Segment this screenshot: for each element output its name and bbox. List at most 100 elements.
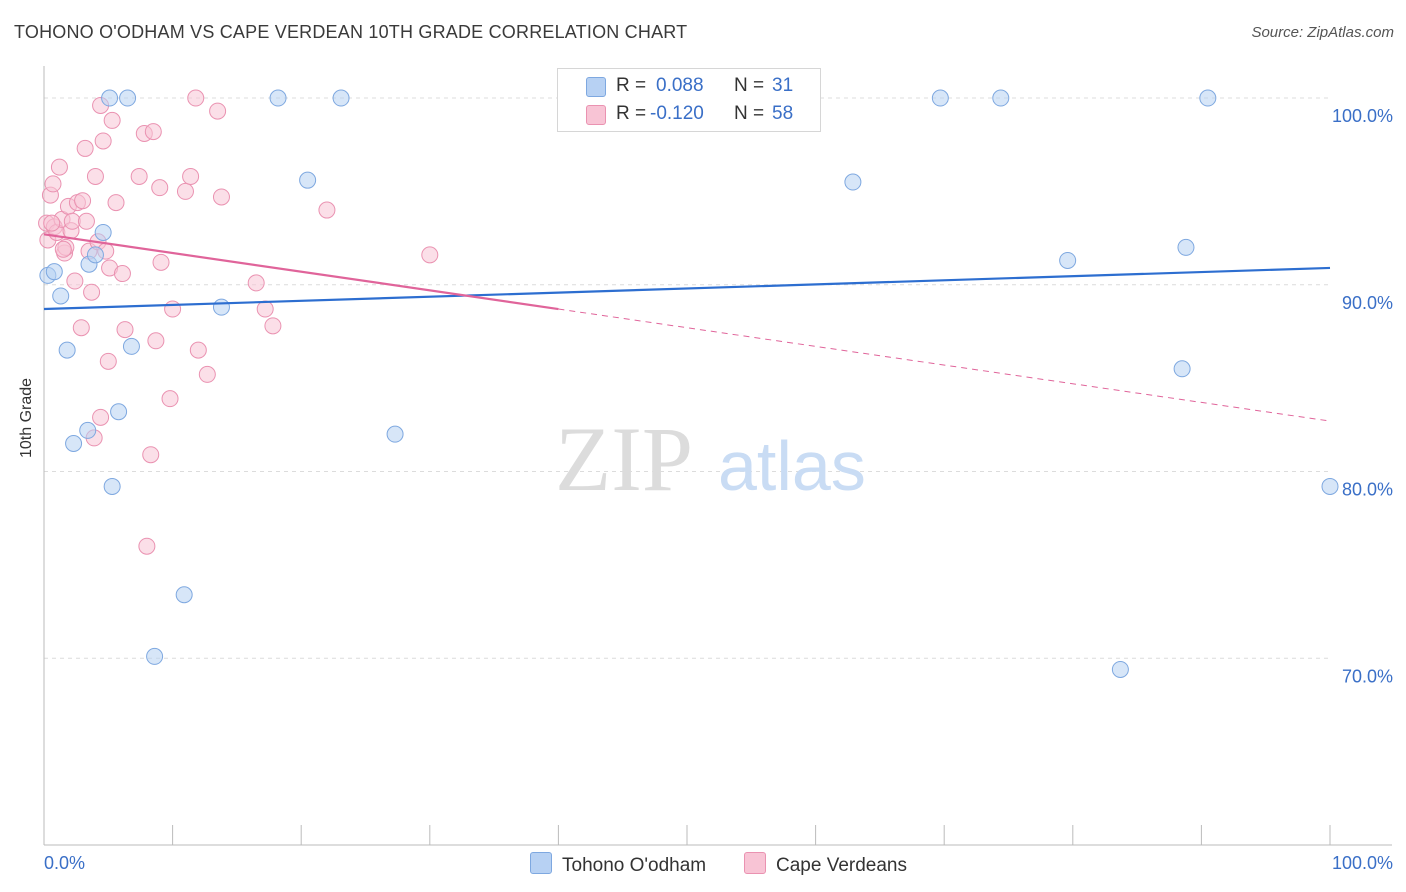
tohono-point bbox=[122, 337, 140, 355]
cape-verdean-point bbox=[66, 272, 84, 290]
tohono-point bbox=[103, 477, 121, 495]
cape-verdean-point bbox=[189, 341, 207, 359]
tohono-point bbox=[94, 223, 112, 241]
tohono-point bbox=[45, 263, 63, 281]
tohono-point bbox=[269, 89, 287, 107]
cape-verdean-point bbox=[83, 283, 101, 301]
legend-n-value: 58 bbox=[772, 103, 794, 124]
series-legend: Tohono O'odham Cape Verdeans bbox=[0, 850, 1406, 880]
cape-verdean-point bbox=[198, 365, 216, 383]
y-tick-label: 70.0% bbox=[1342, 666, 1393, 686]
tohono-point bbox=[386, 425, 404, 443]
cape-verdean-point bbox=[76, 139, 94, 157]
cape-verdean-point bbox=[176, 182, 194, 200]
tohono-point bbox=[844, 173, 862, 191]
cape-verdean-point bbox=[63, 212, 81, 230]
tohono-point bbox=[212, 298, 230, 316]
cape-verdean-point bbox=[421, 246, 439, 264]
cape-verdean-point bbox=[107, 194, 125, 212]
y-tick-label: 100.0% bbox=[1332, 106, 1393, 126]
tohono-point bbox=[79, 421, 97, 439]
tohono-point bbox=[1173, 360, 1191, 378]
series-tohono-points bbox=[39, 89, 1339, 678]
legend-item-tohono[interactable]: Tohono O'odham bbox=[530, 852, 706, 877]
source-label: Source: ZipAtlas.com bbox=[1251, 24, 1394, 41]
tohono-point bbox=[1199, 89, 1217, 107]
legend-n-label: N = bbox=[734, 103, 765, 124]
tohono-point bbox=[146, 647, 164, 665]
tohono-point bbox=[931, 89, 949, 107]
legend-n-value: 31 bbox=[772, 75, 794, 96]
x-tick-label: 100.0% bbox=[1332, 853, 1393, 873]
cape-verdean-point bbox=[43, 214, 61, 232]
watermark-atlas: atlas bbox=[718, 427, 866, 505]
cape-verdean-point bbox=[44, 175, 62, 193]
cape-verdean-point bbox=[318, 201, 336, 219]
tohono-point bbox=[119, 89, 137, 107]
tohono-trend-line bbox=[43, 266, 1331, 311]
legend-item-cape-verdeans[interactable]: Cape Verdeans bbox=[744, 852, 907, 877]
tohono-point bbox=[1111, 660, 1129, 678]
watermark: ZIP atlas bbox=[555, 408, 866, 510]
tohono-point bbox=[1177, 238, 1195, 256]
cape-verdean-point bbox=[256, 300, 274, 318]
cape-verdean-point bbox=[187, 89, 205, 107]
tohono-point bbox=[299, 171, 317, 189]
tohono-point bbox=[86, 246, 104, 264]
legend-r-value: 0.088 bbox=[656, 75, 704, 96]
cape-verdean-point bbox=[77, 212, 95, 230]
x-tick-label: 0.0% bbox=[44, 853, 85, 873]
cape-verdean-point bbox=[103, 111, 121, 129]
tohono-point bbox=[58, 341, 76, 359]
legend-swatch-blue bbox=[530, 852, 552, 874]
grid-lines bbox=[44, 97, 1330, 659]
cape-verdean-point bbox=[72, 319, 90, 337]
legend-swatch-blue bbox=[586, 77, 606, 97]
cape-verdean-point bbox=[151, 179, 169, 197]
cape-verdean-point bbox=[113, 265, 131, 283]
cape-verdean-trend-extension bbox=[558, 308, 1331, 422]
y-tick-labels: 100.0% 90.0% 80.0% 70.0% bbox=[1332, 106, 1393, 686]
cape-verdean-point bbox=[74, 192, 92, 210]
legend-item-label: Tohono O'odham bbox=[562, 855, 707, 876]
legend-swatch-pink bbox=[744, 852, 766, 874]
cape-verdean-point bbox=[164, 300, 182, 318]
tohono-point bbox=[110, 403, 128, 421]
cape-verdean-trend-line bbox=[43, 233, 559, 311]
legend-item-label: Cape Verdeans bbox=[776, 855, 907, 876]
cape-verdean-point bbox=[142, 446, 160, 464]
cape-verdean-point bbox=[86, 167, 104, 185]
cape-verdean-point bbox=[92, 408, 110, 426]
chart-title: TOHONO O'ODHAM VS CAPE VERDEAN 10TH GRAD… bbox=[14, 22, 688, 42]
cape-verdean-point bbox=[264, 317, 282, 335]
y-tick-label: 80.0% bbox=[1342, 480, 1393, 500]
tohono-point bbox=[101, 89, 119, 107]
tohono-point bbox=[52, 287, 70, 305]
cape-verdean-point bbox=[247, 274, 265, 292]
cape-verdean-point bbox=[212, 188, 230, 206]
tohono-point bbox=[1059, 251, 1077, 269]
series-cape-verdeans-points bbox=[38, 89, 439, 555]
trend-lines bbox=[43, 233, 1331, 422]
cape-verdean-point bbox=[94, 132, 112, 150]
cape-verdean-point bbox=[130, 167, 148, 185]
y-tick-label: 90.0% bbox=[1342, 293, 1393, 313]
cape-verdean-point bbox=[50, 158, 68, 176]
cape-verdean-point bbox=[99, 352, 117, 370]
tohono-point bbox=[175, 586, 193, 604]
legend-r-value: -0.120 bbox=[650, 103, 704, 124]
tohono-point bbox=[1321, 477, 1339, 495]
y-axis-label: 10th Grade bbox=[18, 377, 35, 458]
cape-verdean-point bbox=[144, 123, 162, 141]
cape-verdean-point bbox=[138, 537, 156, 555]
cape-verdean-point bbox=[147, 332, 165, 350]
tohono-point bbox=[992, 89, 1010, 107]
legend-r-label: R = bbox=[616, 103, 647, 124]
tohono-point bbox=[332, 89, 350, 107]
stats-legend: R = 0.088 N = 31 R = -0.120 N = 58 bbox=[557, 68, 821, 132]
cape-verdean-point bbox=[182, 167, 200, 185]
legend-swatch-pink bbox=[586, 105, 606, 125]
legend-r-label: R = bbox=[616, 75, 647, 96]
tohono-point bbox=[65, 434, 83, 452]
